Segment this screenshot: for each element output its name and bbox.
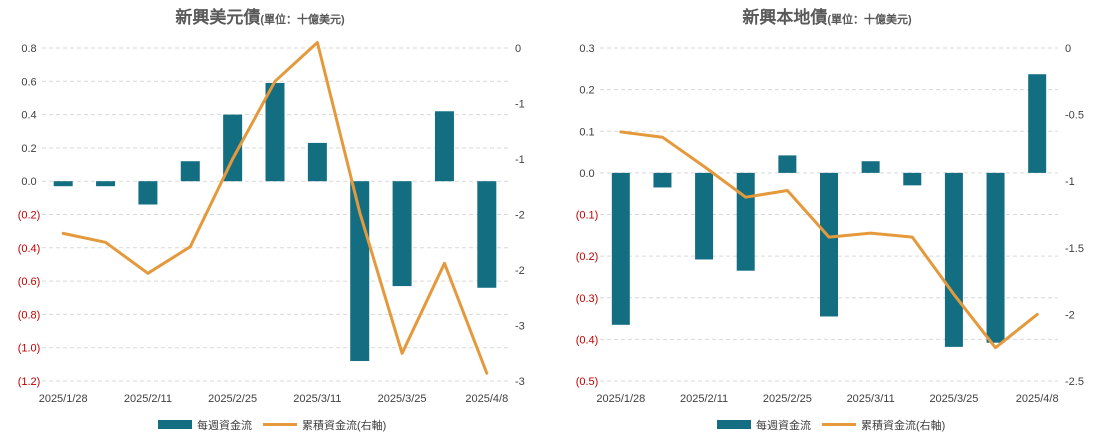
legend-label-line: 累積資金流(右軸): [861, 418, 945, 432]
legend-label-bar: 每週資金流: [756, 418, 811, 432]
legend-label-bar: 每週資金流: [197, 418, 252, 432]
chart-title-unit: (單位：十億美元): [827, 12, 912, 26]
left-axis-tick-label: (0.2): [576, 251, 599, 263]
line-series-cumulative: [61, 41, 489, 375]
x-axis-tick-label: 2025/1/28: [39, 393, 88, 405]
line-series-cumulative: [619, 130, 1039, 350]
left-axis-ticks: 0.3 0.2 0.1 0.0 (0.1) (0.2) (0.3) (0.4) (0.5): [576, 43, 599, 388]
left-axis-tick-label: 0.3: [579, 43, 594, 55]
right-axis-tick-label: -3: [515, 321, 525, 333]
left-axis-tick-label: 0.8: [21, 43, 36, 55]
x-axis-ticks: 2025/1/28 2025/2/11 2025/2/25 2025/3/11 2025…: [39, 393, 509, 405]
x-axis-tick-label: 2025/1/28: [596, 393, 645, 405]
x-axis-tick-label: 2025/4/8: [465, 393, 508, 405]
bar-weekly-flow: [138, 181, 158, 205]
left-axis-tick-label: 0.4: [21, 110, 36, 122]
x-axis-tick-label: 2025/3/11: [847, 393, 895, 405]
bar-weekly-flow: [944, 172, 963, 347]
legend: 每週資金流 累積資金流(右軸): [158, 418, 386, 432]
bar-weekly-flow: [861, 161, 880, 173]
bar-weekly-flow: [53, 181, 73, 187]
bar-weekly-flow: [434, 111, 454, 182]
bar-weekly-flow: [307, 142, 327, 182]
right-axis-ticks: 0 -0.5 -1 -1.5 -2 -2.5: [1065, 43, 1084, 388]
bar-weekly-flow: [986, 172, 1005, 343]
x-axis-ticks: 2025/1/28 2025/2/11 2025/2/25 2025/3/11 2025…: [596, 393, 1058, 405]
chart-title-unit: (單位：十億美元): [260, 12, 345, 26]
left-axis-tick-label: 0.2: [21, 143, 36, 155]
left-axis-tick-label: (1.0): [18, 343, 41, 355]
legend: 每週資金流 累積資金流(右軸): [717, 418, 945, 432]
bar-weekly-flow: [736, 172, 755, 271]
legend-swatch-bar: [717, 420, 751, 429]
gridlines: [600, 47, 1058, 382]
left-axis-tick-label: (0.3): [576, 293, 599, 305]
bar-weekly-flow: [611, 172, 630, 325]
bar-weekly-flow: [820, 172, 838, 317]
right-axis-tick-label: -2: [515, 210, 525, 222]
left-axis-tick-label: (0.2): [18, 210, 41, 222]
left-axis-ticks: 0.8 0.6 0.4 0.2 0.0 (0.2) (0.4) (0.6) (0.8) (1.0)…: [18, 43, 41, 388]
bar-weekly-flow: [392, 181, 412, 287]
line-cumulative-flow: [61, 41, 489, 375]
left-axis-tick-label: 0.2: [579, 85, 594, 97]
bar-weekly-flow: [903, 172, 922, 186]
right-axis-tick-label: 0: [1065, 43, 1071, 55]
right-axis-tick-label: -1: [515, 154, 525, 166]
left-axis-tick-label: 0.0: [21, 176, 36, 188]
bar-weekly-flow: [96, 181, 116, 187]
x-axis-tick-label: 2025/2/11: [680, 393, 728, 405]
right-axis-ticks: 0 -1 -1 -2 -2 -3 -3: [515, 43, 525, 388]
bars-weekly-flow: [53, 82, 497, 362]
chart-title-main: 新興本地債: [742, 7, 827, 27]
left-axis-tick-label: 0.6: [21, 76, 36, 88]
right-axis-tick-label: -2: [515, 265, 525, 277]
bar-weekly-flow: [695, 172, 714, 260]
left-axis-tick-label: (0.4): [18, 243, 41, 255]
left-axis-tick-label: (0.6): [18, 276, 41, 288]
bar-weekly-flow: [223, 114, 243, 182]
right-axis-tick-label: -2.5: [1065, 376, 1084, 388]
right-axis-tick-label: -1.5: [1065, 243, 1084, 255]
right-axis-tick-label: -3: [515, 376, 525, 388]
right-axis-tick-label: -1: [1065, 176, 1075, 188]
x-axis-tick-label: 2025/2/25: [208, 393, 257, 405]
x-axis-tick-label: 2025/2/11: [124, 393, 172, 405]
x-axis-tick-label: 2025/3/11: [293, 393, 341, 405]
left-axis-tick-label: (0.8): [18, 309, 41, 321]
left-axis-tick-label: 0.0: [579, 168, 594, 180]
chart-title: 新興本地債(單位：十億美元): [742, 7, 912, 27]
bar-weekly-flow: [180, 161, 200, 182]
chart-emerging-local-bonds: 新興本地債(單位：十億美元) 0.3 0.2 0.1 0.0 (0.1) (0.2) (0.…: [576, 7, 1084, 432]
x-axis-tick-label: 2025/3/25: [378, 393, 427, 405]
right-axis-tick-label: 0: [515, 43, 521, 55]
chart-title: 新興美元債(單位：十億美元): [175, 7, 345, 27]
bar-weekly-flow: [778, 155, 797, 173]
chart-title-main: 新興美元債: [175, 7, 260, 27]
chart-emerging-usd-bonds: 新興美元債(單位：十億美元) 0.8 0.6 0.4 0.2 0.0 (0.2) (0.4)…: [18, 7, 525, 432]
left-axis-tick-label: 0.1: [579, 126, 594, 138]
bar-weekly-flow: [653, 172, 672, 188]
left-axis-tick-label: (0.1): [576, 210, 599, 222]
right-axis-tick-label: -1: [515, 99, 525, 111]
bars-weekly-flow: [611, 74, 1047, 347]
bar-weekly-flow: [477, 181, 497, 288]
line-cumulative-flow: [619, 130, 1039, 350]
right-axis-tick-label: -0.5: [1065, 110, 1084, 122]
left-axis-tick-label: (1.2): [18, 376, 41, 388]
legend-swatch-bar: [158, 420, 192, 429]
bar-weekly-flow: [265, 82, 285, 182]
bar-weekly-flow: [1028, 74, 1047, 173]
left-axis-tick-label: (0.5): [576, 376, 599, 388]
x-axis-tick-label: 2025/2/25: [763, 393, 812, 405]
right-axis-tick-label: -2: [1065, 309, 1075, 321]
left-axis-tick-label: (0.4): [576, 334, 599, 346]
x-axis-tick-label: 2025/3/25: [929, 393, 978, 405]
x-axis-tick-label: 2025/4/8: [1016, 393, 1059, 405]
legend-label-line: 累積資金流(右軸): [302, 418, 386, 432]
